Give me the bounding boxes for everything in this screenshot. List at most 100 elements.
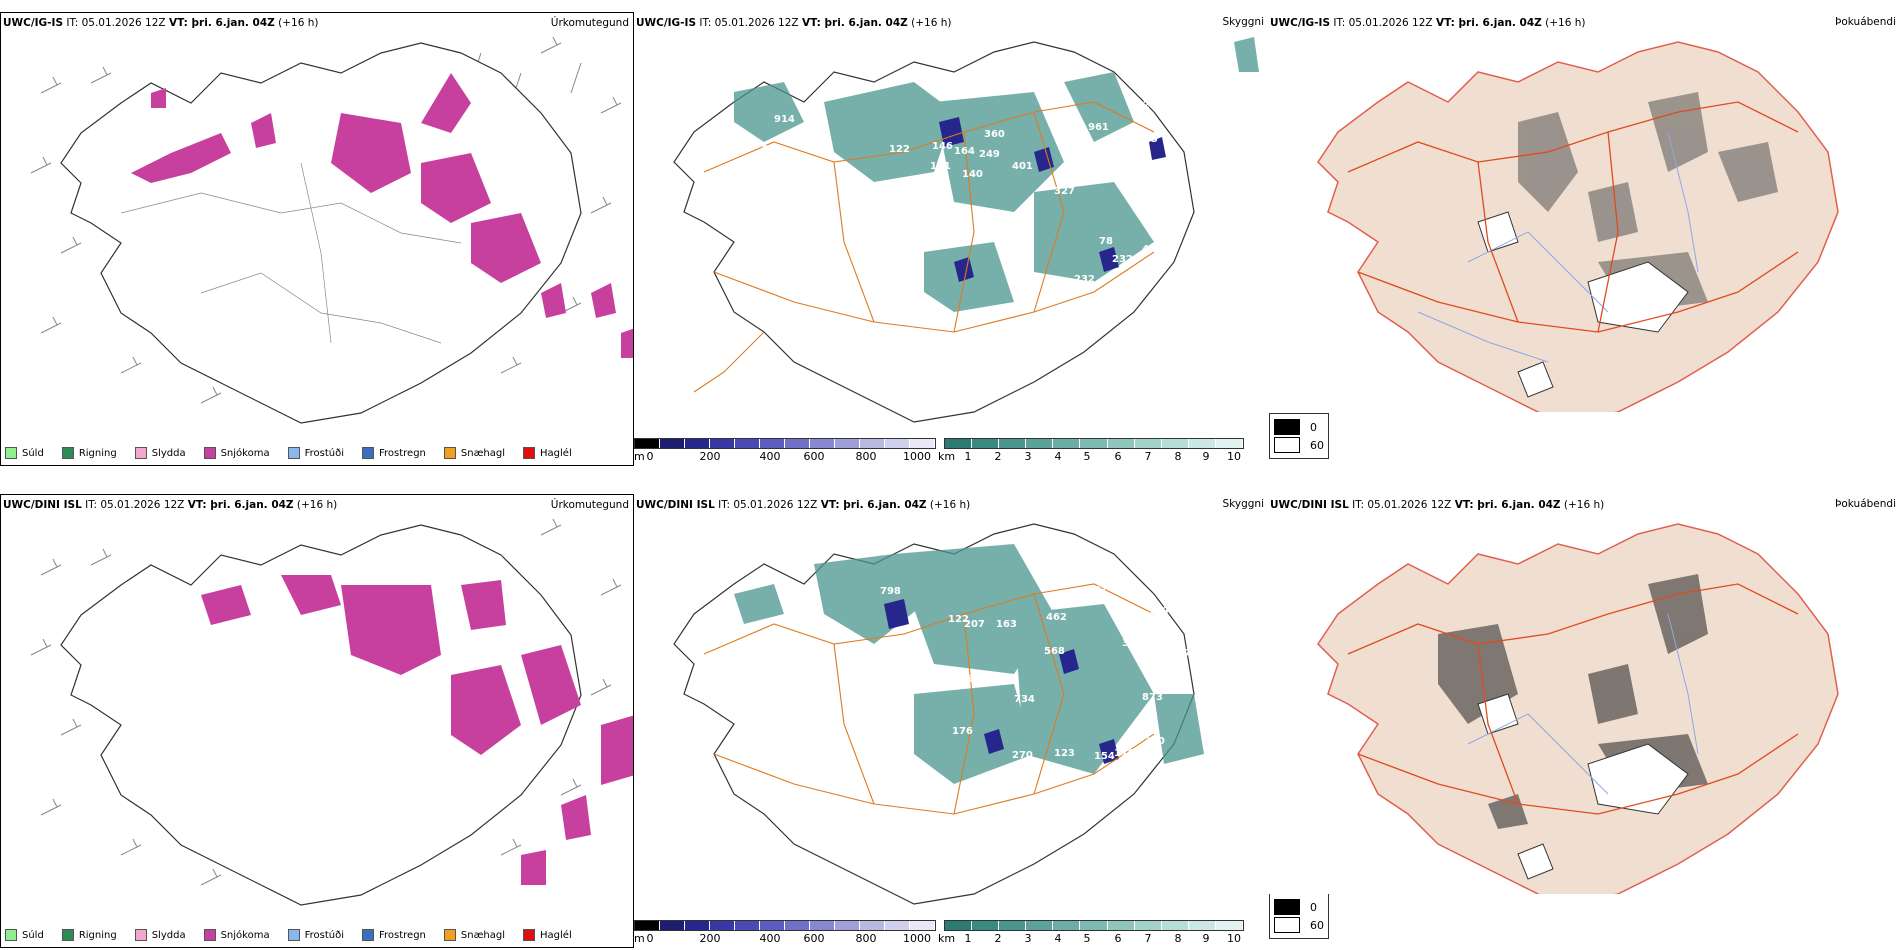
panel-header-fog-2: UWC/DINI ISL IT: 05.01.2026 12Z VT: þri.… (1270, 499, 1605, 511)
legend-item: Frostúði (287, 447, 344, 459)
tick: 0 (646, 932, 654, 945)
snowfall-areas (131, 73, 633, 358)
low-visibility-areas (734, 37, 1259, 312)
cloud-colorbar-bar (634, 438, 936, 449)
vis-label: 962 (1129, 100, 1150, 111)
roads (1347, 583, 1799, 815)
vis-label: 140 (962, 169, 983, 180)
vis-label: 78 (870, 254, 884, 265)
tick: 10 (1227, 450, 1241, 463)
vis-label: 122 (948, 614, 969, 625)
panel-header: UWC/IG-IS IT: 05.01.2026 12Z VT: þri. 6.… (3, 17, 319, 29)
panel-title: Þokuábendi (1835, 498, 1896, 510)
legend-swatch (203, 929, 216, 941)
vis-label: 163 (996, 619, 1017, 630)
tick: 2 (994, 932, 1002, 945)
tick: 1000 (903, 932, 931, 945)
tick: 9 (1202, 932, 1210, 945)
legend-swatch (134, 447, 147, 459)
vis-unit: km (938, 450, 956, 463)
vis-label: 164 (954, 146, 975, 157)
vis-colorbar: km 1 2 3 4 5 6 7 8 9 10 (938, 438, 1244, 464)
panel-title: Skyggni (1222, 498, 1265, 510)
tick: 8 (1174, 932, 1182, 945)
sky-swatch (1274, 899, 1300, 915)
tick: 3 (1024, 932, 1032, 945)
tick: 600 (803, 932, 825, 945)
sky-map-1: 914 975 122 146 164 360 249 401 151 140 … (673, 37, 1259, 423)
precip-panel-1: UWC/IG-IS IT: 05.01.2026 12Z VT: þri. 6.… (0, 12, 634, 466)
tick: 400 (759, 450, 781, 463)
iceland-fill (1317, 41, 1839, 412)
tick: 10 (1227, 932, 1241, 945)
legend-item: Frostregn (362, 447, 426, 459)
tick: 5 (1083, 450, 1091, 463)
legend-swatch (61, 929, 74, 941)
vis-colorbar-bar (944, 920, 1244, 931)
vis-label: 146 (932, 141, 953, 152)
vis-label: 462 (1046, 612, 1067, 623)
iceland-fill (1317, 523, 1839, 894)
legend-swatch (443, 447, 456, 459)
tick: 1 (964, 932, 972, 945)
vis-label: 914 (774, 114, 795, 125)
visibility-labels: 798 122 207 163 377 462 568 352 917 734 … (880, 585, 1191, 762)
tick: 800 (855, 450, 877, 463)
vis-label: 76 (1156, 686, 1170, 697)
tick: 4 (1054, 932, 1062, 945)
low-cloud-areas (939, 117, 1166, 282)
sky-map-2: 798 122 207 163 377 462 568 352 917 734 … (673, 523, 1204, 905)
panel-header: UWC/DINI ISL IT: 05.01.2026 12Z VT: þri.… (3, 499, 338, 511)
visibility-labels: 914 975 122 146 164 360 249 401 151 140 … (762, 100, 1163, 265)
iceland-outline (60, 524, 582, 906)
vis-label: 207 (964, 619, 985, 630)
legend-item: Snæhagl (443, 929, 505, 941)
legend-swatch (287, 447, 300, 459)
cloud-colorbar: m 0 200 400 600 800 1000 (634, 920, 936, 946)
legend-swatch (203, 447, 216, 459)
vis-label: 249 (979, 149, 1000, 160)
tick: 2 (994, 450, 1002, 463)
vis-label: 975 (762, 144, 783, 155)
hidden-labels: 789 78 232 (870, 234, 1095, 285)
tick: 6 (1114, 450, 1122, 463)
tick: 9 (1202, 450, 1210, 463)
legend-swatch (443, 929, 456, 941)
precip-legend: Súld Rigning Slydda Snjókoma Frostúði Fr… (5, 447, 572, 459)
legend-item: Súld (5, 447, 44, 459)
roads (1347, 101, 1799, 333)
legend-item: Frostregn (362, 929, 426, 941)
legend-item: Snjókoma (203, 447, 270, 459)
fog-panel-2: Þokuábendi (1268, 494, 1900, 894)
tick: 800 (855, 932, 877, 945)
sky-legend-row: 0 (1274, 899, 1324, 915)
vis-label: 276 (952, 674, 973, 685)
vis-label: 105 (1137, 134, 1158, 145)
vis-label: 734 (1014, 694, 1035, 705)
panel-title: Úrkomutegund (550, 17, 629, 29)
vis-label: 961 (1088, 122, 1109, 133)
tick: 5 (1083, 932, 1091, 945)
precip-map-2 (30, 518, 633, 906)
iceland-outline (60, 42, 582, 424)
vis-label: 352 (1122, 638, 1143, 649)
vis-label: 463 (1142, 244, 1163, 255)
panel-header-fog-1: UWC/IG-IS IT: 05.01.2026 12Z VT: þri. 6.… (1270, 17, 1586, 29)
vis-label: 232 (1112, 254, 1133, 265)
legend-item: Haglél (523, 447, 572, 459)
tick: 4 (1054, 450, 1062, 463)
vis-unit: km (938, 932, 956, 945)
sky-panel-1: 914 975 122 146 164 360 249 401 151 140 … (634, 12, 1268, 466)
roads (120, 162, 462, 344)
legend-item: Súld (5, 929, 44, 941)
vis-label: 122 (889, 144, 910, 155)
vis-label: 798 (880, 586, 901, 597)
legend-swatch (362, 929, 374, 941)
panel-header-sky-2: UWC/DINI ISL IT: 05.01.2026 12Z VT: þri.… (636, 499, 971, 511)
cloud-colorbar-bar (634, 920, 936, 931)
cloud-unit: m (634, 932, 645, 945)
vis-label: 377 (1086, 585, 1107, 596)
sky-legend-1: 0 60 (1269, 413, 1329, 459)
sky-swatch (1274, 419, 1300, 435)
glaciers (1477, 211, 1689, 398)
